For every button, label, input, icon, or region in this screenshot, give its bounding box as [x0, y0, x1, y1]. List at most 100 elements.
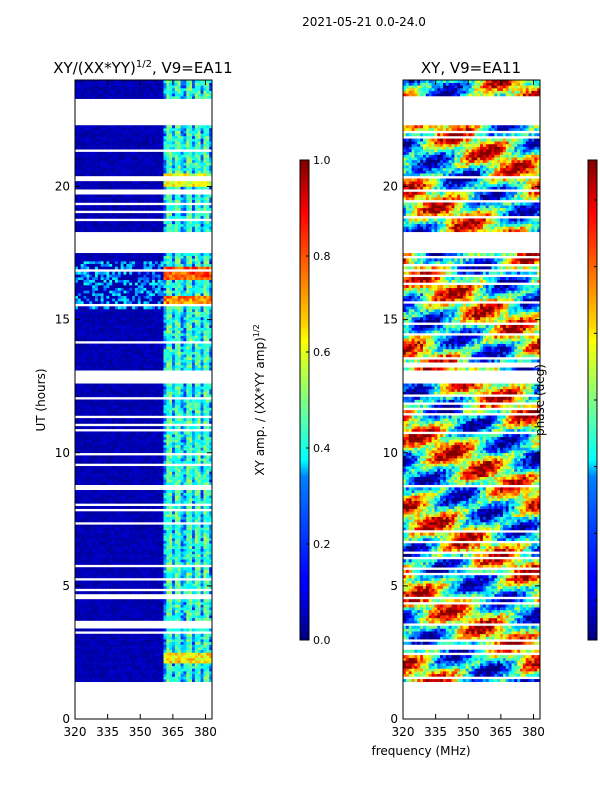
- panel1-cell: [180, 652, 185, 656]
- panel1-cell: [206, 604, 210, 608]
- panel1-cell: [126, 604, 130, 608]
- panel1-cell: [183, 548, 187, 552]
- panel1-cell: [163, 585, 167, 589]
- panel1-cell: [109, 604, 113, 608]
- panel1-cell: [146, 524, 150, 528]
- panel1-cell: [203, 644, 207, 648]
- panel1-cell: [209, 506, 212, 509]
- panel1-cell: [129, 543, 133, 547]
- panel1-cell: [183, 652, 187, 656]
- panel1-cell: [186, 506, 190, 509]
- panel1-cell: [86, 490, 90, 493]
- panel1-cell: [132, 604, 136, 608]
- panel1-cell: [132, 498, 136, 501]
- panel1-cell: [117, 561, 122, 565]
- panel1-cell: [203, 607, 207, 611]
- panel1-cell: [83, 647, 88, 651]
- panel1-cell: [134, 474, 139, 478]
- panel1-cell: [186, 482, 190, 485]
- panel1-cell: [194, 511, 199, 515]
- panel1-cell: [146, 548, 150, 552]
- panel1-cell: [132, 673, 136, 677]
- panel1-cell: [169, 649, 173, 653]
- panel1-cell: [106, 553, 110, 557]
- panel1-cell: [123, 644, 127, 648]
- panel1-cell: [146, 479, 150, 483]
- panel1-cell: [75, 545, 79, 549]
- panel1-cell: [140, 644, 145, 648]
- panel1-cell: [166, 476, 170, 480]
- panel1-cell: [126, 551, 130, 555]
- panel1-cell: [94, 545, 99, 549]
- panel1-cell: [189, 601, 193, 605]
- panel1-cell: [154, 609, 159, 613]
- panel1-cell: [123, 529, 127, 533]
- panel1-cell: [186, 639, 190, 643]
- panel1-cell: [203, 527, 207, 531]
- panel1-cell: [152, 535, 156, 539]
- panel1-cell: [194, 652, 199, 656]
- panel1-cell: [80, 601, 85, 605]
- panel1-cell: [134, 617, 139, 621]
- panel1-cell: [180, 671, 185, 675]
- panel1-cell: [160, 615, 165, 619]
- panel1-cell: [132, 639, 136, 643]
- panel1-cell: [123, 649, 127, 653]
- panel1-cell: [192, 516, 196, 520]
- panel1-cell: [134, 612, 139, 616]
- panel1-cell: [103, 495, 107, 499]
- panel1-cell: [154, 657, 159, 661]
- panel1-cell: [103, 663, 107, 667]
- panel1-cell: [100, 513, 105, 517]
- panel1-cell: [209, 585, 212, 589]
- panel1-cell: [134, 506, 139, 509]
- panel1-cell: [157, 628, 162, 632]
- panel1-cell: [174, 676, 179, 680]
- panel1-cell: [137, 474, 142, 478]
- panel1-cell: [206, 500, 210, 504]
- panel1-cell: [146, 657, 150, 661]
- panel1-cell: [100, 617, 105, 621]
- panel1-cell: [132, 548, 136, 552]
- panel1-cell: [203, 540, 207, 544]
- panel1-cell: [114, 660, 119, 664]
- panel1-cell: [197, 609, 202, 613]
- panel1-cell: [157, 545, 162, 549]
- panel1-cell: [114, 476, 119, 480]
- panel1-cell: [180, 585, 185, 589]
- panel1-cell: [140, 506, 145, 509]
- panel1-cell: [154, 513, 159, 517]
- panel1-row: [75, 545, 212, 549]
- panel1-cell: [160, 649, 165, 653]
- panel1-cell: [120, 513, 125, 517]
- panel1-cell: [163, 540, 167, 544]
- panel1-cell: [132, 572, 136, 576]
- panel1-cell: [146, 476, 150, 480]
- panel1-cell: [134, 652, 139, 656]
- panel1-cell: [177, 506, 182, 509]
- panel1-cell: [137, 553, 142, 557]
- panel1-cell: [203, 636, 207, 640]
- panel1-cell: [126, 537, 130, 541]
- panel1-cell: [209, 604, 212, 608]
- panel1-cell: [114, 591, 119, 595]
- panel1-cell: [203, 641, 207, 645]
- panel1-cell: [180, 665, 185, 669]
- panel1-cell: [80, 604, 85, 608]
- panel1-cell: [129, 553, 133, 557]
- panel1-cell: [126, 561, 130, 565]
- panel1-cell: [92, 551, 96, 555]
- panel1-cell: [129, 585, 133, 589]
- panel1-cell: [166, 482, 170, 485]
- panel1-cell: [134, 561, 139, 565]
- panel1-cell: [106, 527, 110, 531]
- panel1-cell: [146, 604, 150, 608]
- panel1-cell: [86, 506, 90, 509]
- panel1-cell: [129, 663, 133, 667]
- panel1-cell: [183, 647, 187, 651]
- panel1-cell: [132, 615, 136, 619]
- panel1-cell: [152, 551, 156, 555]
- panel1-cell: [189, 652, 193, 656]
- panel1-cell: [166, 513, 170, 517]
- panel1-cell: [126, 633, 130, 637]
